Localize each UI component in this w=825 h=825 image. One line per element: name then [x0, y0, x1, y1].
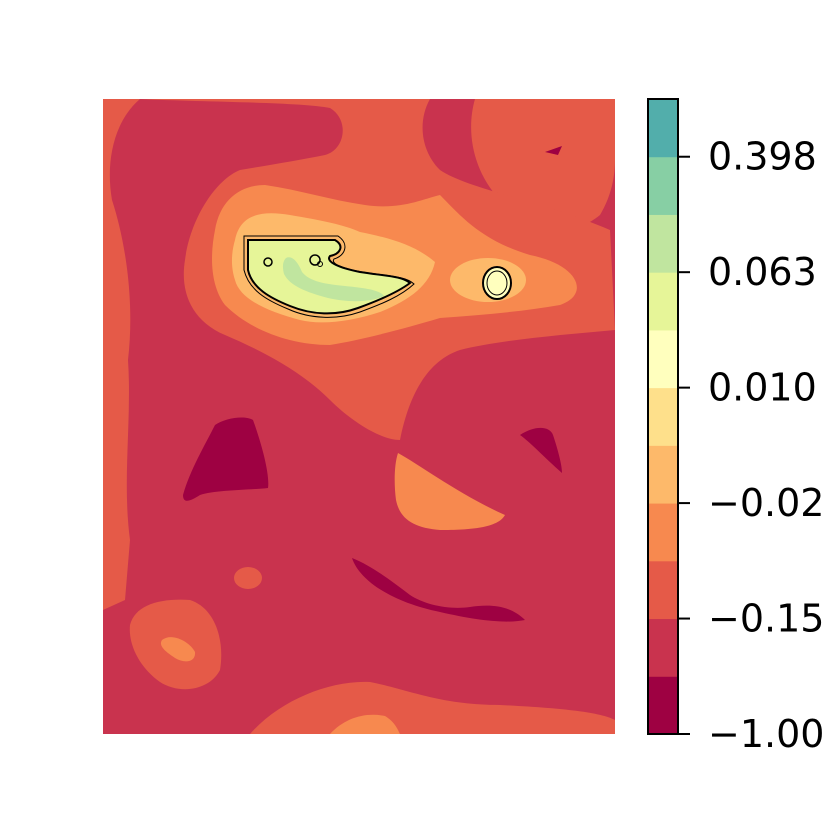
contour-region-southwest-mound-top	[160, 637, 196, 662]
contour-line	[317, 261, 323, 267]
colorbar-band	[648, 560, 678, 620]
colorbar-tick-label: 0.063	[708, 250, 817, 294]
contour-region-west-margin	[103, 99, 140, 610]
contour-region-northeast-corner	[430, 99, 615, 230]
colorbar-tick-label: 0.398	[708, 135, 817, 179]
colorbar-tick-label: 0.010	[708, 366, 817, 410]
plot-area	[103, 99, 615, 734]
contour-region-eastern-trough	[520, 427, 562, 473]
contour-region-south-ridge	[250, 681, 615, 734]
contour-lines	[243, 235, 512, 318]
colorbar-band	[648, 329, 678, 389]
contour-line	[486, 270, 508, 296]
contour-region-center-right-lobe	[394, 453, 505, 530]
colorbar-band	[648, 272, 678, 331]
colorbar-ticks: −1.00 −0.15 −0.02 0.010 0.063 0.398	[678, 135, 824, 756]
contour-line	[247, 239, 412, 315]
contour-line	[482, 266, 512, 300]
colorbar: −1.00 −0.15 −0.02 0.010 0.063 0.398	[647, 98, 824, 756]
contour-region-small-spot	[234, 567, 262, 589]
contour-line	[243, 235, 415, 318]
colorbar-band	[648, 156, 678, 215]
colorbar-tick-label: −0.15	[708, 597, 824, 641]
contour-region-southern-trough	[352, 558, 525, 622]
colorbar-band	[648, 214, 678, 273]
colorbar-outline	[647, 98, 679, 735]
colorbar-tick-label: −1.00	[708, 712, 824, 756]
colorbar-bands	[648, 99, 678, 735]
contour-line	[263, 257, 273, 267]
colorbar-band	[648, 99, 678, 158]
contour-region-south-ridge-top	[330, 714, 400, 734]
contour-region-western-trough	[183, 417, 269, 501]
contour-region-northeast-pit	[545, 146, 562, 155]
colorbar-band	[648, 445, 678, 504]
contour-region-ridge-summit-core	[282, 257, 384, 302]
contour-line	[309, 254, 321, 266]
colorbar-band	[648, 503, 678, 562]
colorbar-band	[648, 676, 678, 735]
colorbar-tick-label: −0.02	[708, 481, 824, 525]
colorbar-band	[648, 618, 678, 677]
colorbar-band	[648, 387, 678, 446]
